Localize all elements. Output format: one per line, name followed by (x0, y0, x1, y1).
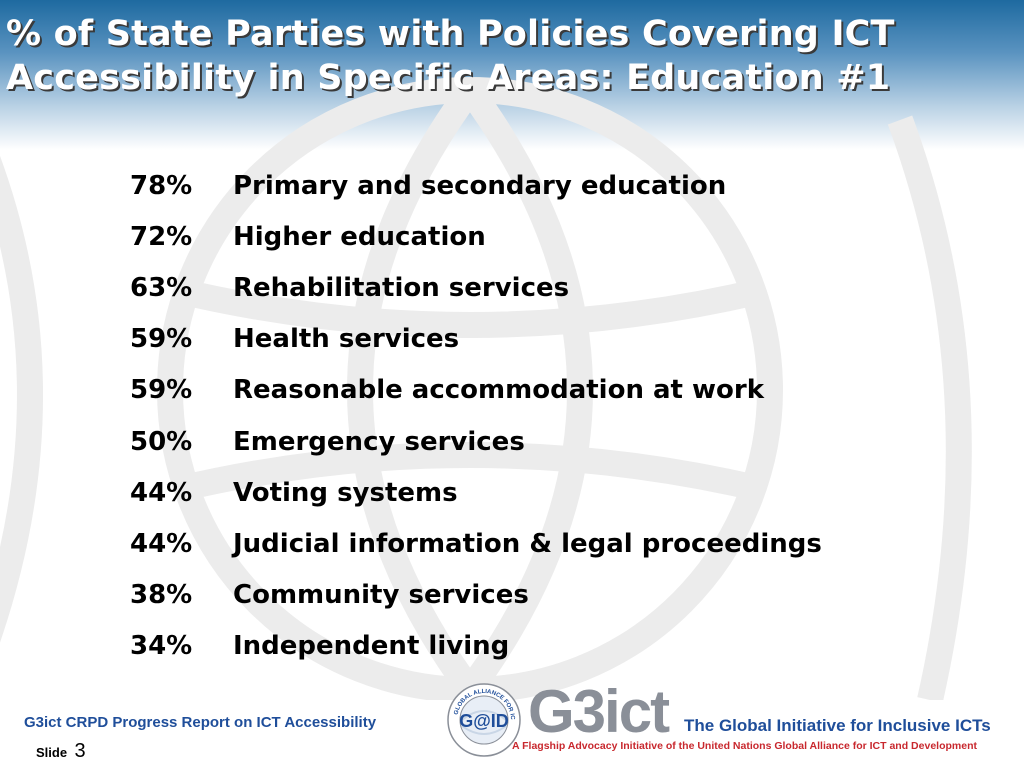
stat-label: Voting systems (233, 477, 458, 508)
stat-row: 78% Primary and secondary education (130, 160, 1010, 211)
slide-title-line-2: Accessibility in Specific Areas: Educati… (6, 58, 891, 98)
footer-report-title: G3ict CRPD Progress Report on ICT Access… (24, 714, 377, 731)
stat-row: 44% Judicial information & legal proceed… (130, 518, 1010, 569)
slide-number-label: Slide (36, 745, 68, 760)
stat-row: 44% Voting systems (130, 467, 1010, 518)
stat-percent: 72% (130, 221, 193, 252)
g3ict-logo-text: G3ict (528, 680, 670, 742)
stat-label: Community services (233, 580, 529, 611)
stat-label: Reasonable accommodation at work (233, 375, 765, 406)
stat-label: Higher education (233, 221, 486, 252)
stat-row: 38% Community services (130, 570, 1010, 621)
stat-percent: 50% (130, 426, 193, 457)
stat-label: Judicial information & legal proceedings (233, 528, 822, 559)
slide-title-line-1: % of State Parties with Policies Coverin… (6, 14, 895, 54)
g3ict-logo: G3ict (528, 680, 672, 742)
stat-row: 72% Higher education (130, 211, 1010, 262)
stat-row: 59% Health services (130, 314, 1010, 365)
footer-subtagline: A Flagship Advocacy Initiative of the Un… (512, 740, 977, 752)
footer-tagline: The Global Initiative for Inclusive ICTs (684, 716, 991, 735)
slide-number-value: 3 (74, 740, 86, 762)
stat-row: 63% Rehabilitation services (130, 262, 1010, 313)
stats-list: 78% Primary and secondary education 72% … (130, 160, 1010, 672)
slide-title: % of State Parties with Policies Coverin… (6, 12, 1021, 100)
stat-label: Primary and secondary education (233, 170, 727, 201)
stat-percent: 59% (130, 375, 193, 406)
stat-row: 34% Independent living (130, 621, 1010, 672)
stat-row: 50% Emergency services (130, 416, 1010, 467)
header-band (0, 0, 1024, 150)
slide-number: Slide 3 (36, 740, 86, 763)
stat-label: Independent living (233, 631, 510, 662)
stat-percent: 38% (130, 580, 193, 611)
stat-label: Rehabilitation services (233, 272, 570, 303)
stat-row: 59% Reasonable accommodation at work (130, 365, 1010, 416)
stat-percent: 44% (130, 477, 193, 508)
stat-percent: 63% (130, 272, 193, 303)
gaid-logo-text: G@ID (459, 711, 509, 731)
stat-label: Emergency services (233, 426, 525, 457)
stat-percent: 59% (130, 324, 193, 355)
stat-label: Health services (233, 324, 460, 355)
stat-percent: 78% (130, 170, 193, 201)
stat-percent: 44% (130, 528, 193, 559)
stat-percent: 34% (130, 631, 193, 662)
gaid-logo: GLOBAL ALLIANCE FOR ICT AND DEVELOPMENT … (446, 682, 521, 757)
